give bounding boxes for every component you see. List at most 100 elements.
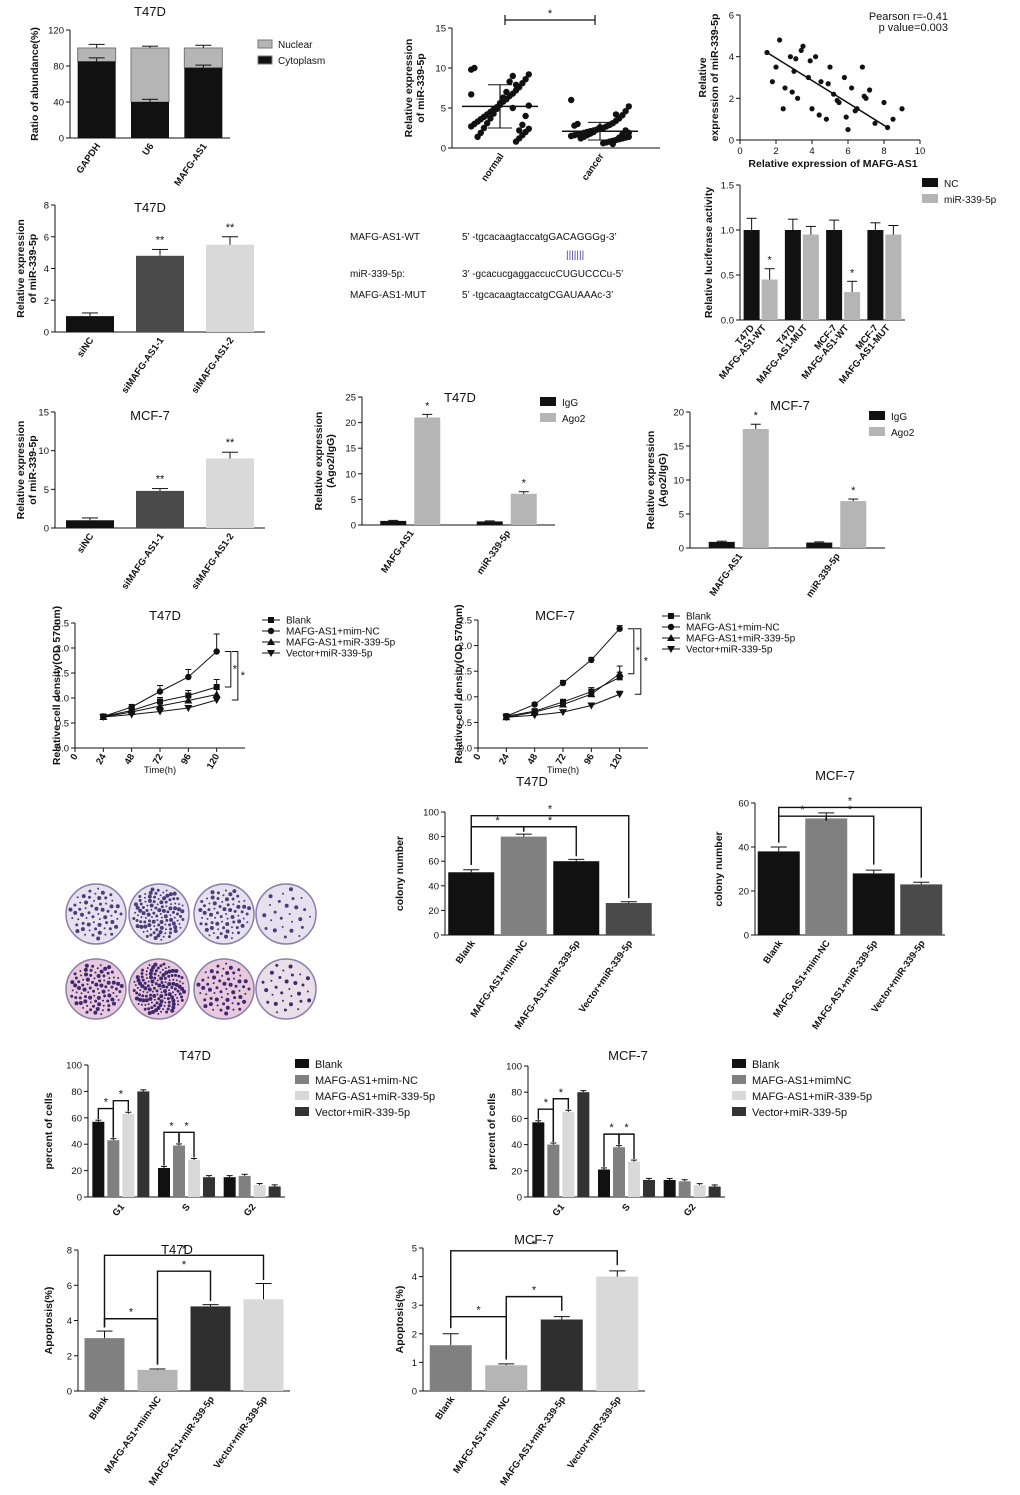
data-point: [612, 111, 620, 118]
marker-square: [268, 617, 274, 623]
data-point: [861, 93, 867, 99]
colony-dot: [134, 996, 139, 1001]
colony-dot: [240, 910, 244, 914]
colony-dot: [75, 991, 78, 994]
colony-dot: [288, 964, 293, 969]
colony-dot: [145, 973, 148, 976]
colony-dot: [149, 903, 154, 908]
colony-dot: [79, 901, 82, 904]
colony-dot: [150, 1006, 154, 1010]
colony-dot: [168, 906, 173, 911]
significance-mark: *: [548, 8, 553, 20]
colony-dot: [305, 976, 310, 981]
colony-dot: [214, 997, 219, 1002]
category-label: Blank: [87, 1394, 111, 1422]
data-point: [490, 110, 497, 117]
colony-dot: [142, 990, 145, 993]
bar: [173, 1145, 185, 1197]
y-tick-label: 0: [679, 544, 684, 555]
category-label: G1: [551, 1201, 568, 1218]
colony-dot: [146, 977, 149, 980]
legend-label: Cytoplasm: [278, 56, 325, 67]
colony-dot: [153, 972, 157, 976]
colony-dot: [145, 934, 149, 938]
colony-dot: [173, 916, 176, 919]
colony-dot: [153, 895, 157, 899]
colony-dot: [107, 1004, 111, 1008]
colony-dot: [232, 889, 237, 894]
colony-dot: [97, 930, 102, 935]
x-axis-title: Relative expression of MAFG-AS1: [748, 158, 917, 170]
colony-dot: [148, 971, 153, 976]
colony-dot: [157, 1012, 160, 1015]
colony-dot: [140, 916, 143, 919]
colony-dot: [172, 897, 176, 901]
bar: [92, 1121, 105, 1197]
colony-dot: [225, 971, 230, 976]
category-label: siNC: [75, 531, 97, 555]
colony-dot: [178, 992, 182, 996]
bar: [708, 541, 735, 548]
data-point: [525, 102, 532, 109]
colony-dot: [116, 917, 119, 920]
bar: [628, 1161, 640, 1197]
significance-bracket: [231, 651, 239, 701]
colony-dot: [156, 919, 159, 922]
colony-dot: [271, 993, 274, 996]
x-tick-label: 6: [845, 146, 850, 157]
colony-dot: [110, 970, 114, 974]
significance-bracket: [224, 651, 232, 688]
colony-dot: [218, 979, 222, 983]
colony-dot: [144, 900, 147, 903]
colony-dot: [94, 927, 98, 931]
colony-dot: [82, 987, 87, 992]
bar: [540, 1319, 583, 1391]
colony-dot: [84, 900, 89, 905]
y-tick-label: 80: [53, 62, 64, 73]
colony-dot: [111, 1001, 116, 1006]
colony-dot: [180, 998, 184, 1002]
y-tick-label: 0: [59, 134, 64, 145]
colony-dot: [146, 904, 149, 907]
colony-dot: [152, 993, 157, 998]
legend-swatch: [295, 1107, 309, 1116]
legend-label: MAFG-AS1+miR-339-5p: [315, 1091, 435, 1103]
data-point: [471, 64, 478, 72]
colony-dot: [178, 980, 181, 983]
category-label: siMAFG-AS1-1: [120, 335, 167, 396]
y-tick-label: 4: [412, 1272, 417, 1283]
data-point: [577, 135, 584, 142]
colony-dot: [96, 936, 101, 941]
colony-dot: [167, 966, 170, 969]
colony-dot: [168, 923, 172, 927]
significance-bracket: [505, 1295, 563, 1360]
colony-dot: [220, 920, 223, 923]
colony-dot: [238, 989, 241, 992]
legend-label: Vector+miR-339-5p: [686, 645, 773, 656]
colony-dot: [217, 928, 220, 931]
colony-dot: [97, 887, 100, 890]
colony-dot: [232, 1008, 235, 1011]
y-axis-title: Apoptosis(%): [394, 1286, 406, 1354]
chart-title: MCF-7: [608, 1048, 648, 1063]
y-tick-label: 0.5: [459, 718, 472, 729]
bar: [107, 1140, 120, 1197]
colony-dot: [238, 1007, 242, 1011]
category-label: siMAFG-AS1-2: [190, 335, 237, 395]
colony-dot: [182, 989, 187, 994]
bar: [805, 818, 848, 935]
significance-mark: *: [182, 1259, 187, 1271]
y-tick-label: 60: [428, 857, 439, 868]
colony-dot: [96, 988, 99, 990]
colony-dot: [163, 1005, 166, 1008]
colony-dot: [144, 998, 149, 1003]
colony-dot: [168, 989, 171, 992]
significance-bracket: [618, 1133, 635, 1160]
significance-mark: *: [241, 670, 246, 682]
category-label: Vector+miR-339-5p: [212, 1394, 270, 1471]
bar: [900, 884, 943, 935]
colony-dot: [81, 983, 85, 987]
data-point: [782, 85, 788, 91]
data-point: [789, 89, 795, 95]
colony-dot: [111, 899, 114, 902]
